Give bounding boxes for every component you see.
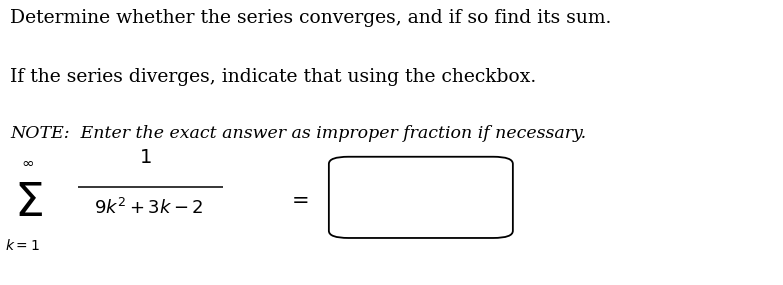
Text: $9k^2 + 3k - 2$: $9k^2 + 3k - 2$	[94, 198, 204, 218]
Text: Determine whether the series converges, and if so find its sum.: Determine whether the series converges, …	[10, 9, 612, 27]
Text: $=$: $=$	[287, 190, 309, 209]
Text: $\infty$: $\infty$	[21, 156, 34, 170]
Text: If the series diverges, indicate that using the checkbox.: If the series diverges, indicate that us…	[10, 68, 536, 86]
Text: $\Sigma$: $\Sigma$	[14, 181, 43, 226]
Text: $1$: $1$	[139, 149, 151, 167]
Text: NOTE:  Enter the exact answer as improper fraction if necessary.: NOTE: Enter the exact answer as improper…	[10, 125, 586, 142]
FancyBboxPatch shape	[329, 157, 513, 238]
Text: $k{=}1$: $k{=}1$	[5, 238, 39, 253]
